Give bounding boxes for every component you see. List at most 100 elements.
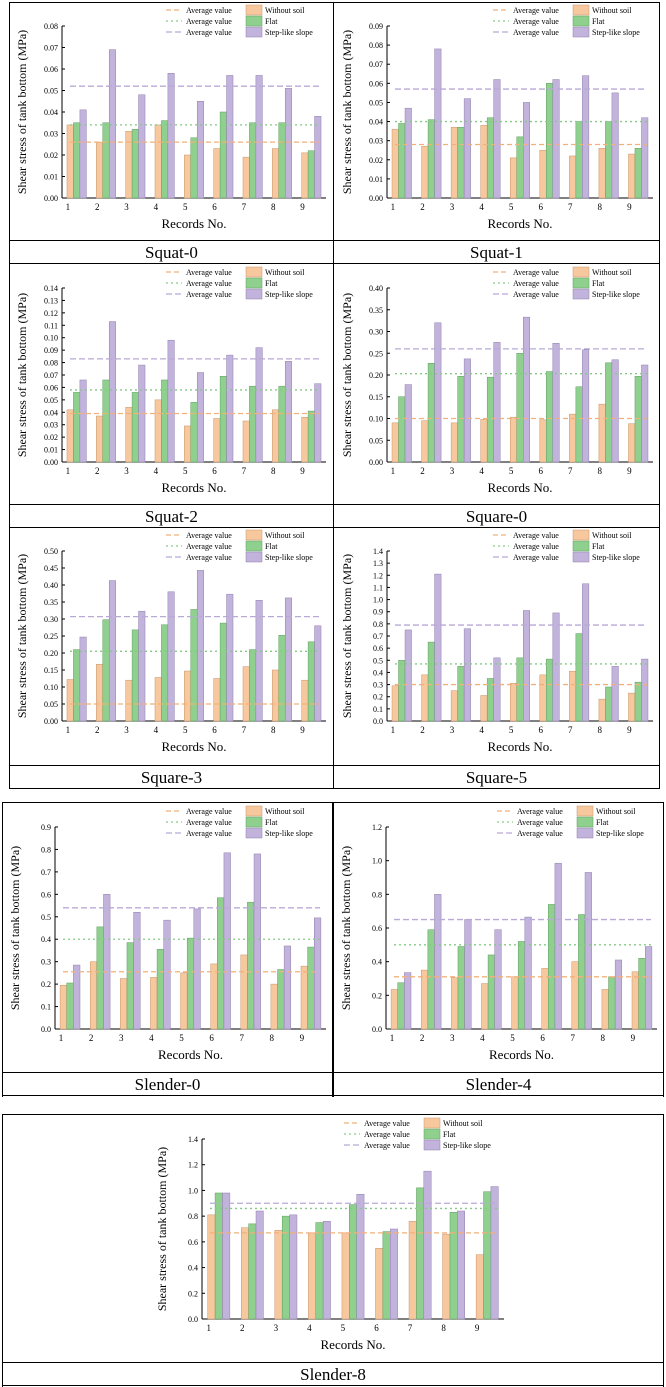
bar-1 — [382, 1231, 391, 1320]
bar-2 — [404, 384, 412, 463]
bar-0 — [210, 963, 218, 1030]
x-tick-label: 3 — [450, 1033, 455, 1043]
bar-0 — [421, 420, 429, 463]
bar-1 — [575, 386, 583, 463]
bar-0 — [571, 961, 579, 1030]
bar-1 — [516, 353, 524, 463]
x-tick-label: 3 — [119, 1033, 124, 1043]
legend-label-average: Average value — [513, 268, 559, 277]
y-tick-label: 0.20 — [369, 371, 383, 380]
y-tick-label: 0.04 — [44, 408, 58, 417]
y-tick-label: 0.1 — [41, 1003, 51, 1012]
y-tick-label: 0.09 — [369, 22, 383, 31]
legend-swatch-series — [245, 805, 263, 817]
x-tick-label: 5 — [509, 202, 514, 212]
x-tick-label: 5 — [509, 466, 514, 476]
legend-label-series: Without soil — [592, 6, 632, 15]
bar-2 — [494, 929, 502, 1030]
y-tick-label: 1.0 — [373, 596, 383, 605]
legend-label-series: Step-like slope — [596, 829, 644, 838]
bar-1 — [190, 402, 198, 463]
chart-slender-8: 0.0 0.2 0.4 0.6 0.8 1.0 1.2 1.4 1 2 3 4 5 6 7 8 9 Records… — [150, 1115, 510, 1361]
y-tick-label: 0.8 — [373, 620, 383, 629]
bar-1 — [517, 941, 526, 1030]
y-tick-label: 0.14 — [44, 284, 58, 293]
legend-label-series: Step-like slope — [443, 1141, 491, 1150]
x-tick-label: 8 — [271, 466, 276, 476]
y-tick-label: 0.5 — [373, 656, 383, 665]
bar-0 — [421, 146, 429, 199]
y-tick-label: 0.1 — [373, 705, 383, 714]
bar-0 — [539, 674, 547, 722]
x-tick-label: 2 — [95, 466, 100, 476]
legend-swatch-series — [245, 529, 263, 541]
bar-1 — [575, 121, 583, 199]
y-tick-label: 0.30 — [369, 328, 383, 337]
bar-2 — [404, 629, 412, 722]
y-tick-label: 0.20 — [44, 649, 58, 658]
bar-2 — [167, 591, 175, 722]
bar-0 — [391, 128, 399, 199]
bar-2 — [196, 570, 204, 722]
bar-0 — [59, 984, 67, 1030]
bar-1 — [281, 1215, 290, 1320]
x-tick-label: 4 — [480, 1033, 485, 1043]
legend-label-series: Without soil — [596, 807, 636, 816]
x-axis-label: Records No. — [162, 216, 227, 231]
bar-0 — [184, 425, 192, 463]
x-tick-label: 7 — [408, 1323, 413, 1333]
bar-1 — [247, 901, 255, 1030]
chart-square-3: 0.00 0.05 0.10 0.15 0.20 0.25 0.30 0.35 0.40 0.45… — [10, 527, 332, 763]
bar-2 — [193, 908, 201, 1030]
bar-0 — [391, 422, 399, 463]
bar-2 — [79, 379, 87, 463]
x-tick-label: 7 — [568, 725, 573, 735]
y-tick-label: 0.06 — [369, 79, 383, 88]
y-tick-label: 0.6 — [373, 644, 383, 653]
legend-swatch-series — [572, 277, 590, 289]
y-tick-label: 0.06 — [44, 383, 58, 392]
y-tick-label: 0.09 — [44, 346, 58, 355]
bar-2 — [463, 358, 471, 463]
x-tick-label: 3 — [450, 466, 455, 476]
legend-label-series: Step-like slope — [265, 290, 313, 299]
bar-2 — [79, 109, 87, 199]
y-tick-label: 0.2 — [41, 980, 51, 989]
bar-0 — [154, 124, 162, 199]
bar-1 — [487, 954, 495, 1030]
y-tick-label: 0.08 — [44, 22, 58, 31]
y-tick-label: 0.01 — [369, 175, 383, 184]
y-tick-label: 0.00 — [44, 458, 58, 467]
x-tick-label: 1 — [66, 466, 71, 476]
y-axis-label: Shear stress of tank bottom (MPa) — [15, 554, 29, 718]
bar-1 — [219, 375, 227, 463]
x-tick-label: 4 — [154, 202, 159, 212]
bar-2 — [284, 597, 292, 722]
legend-label-average: Average value — [186, 818, 232, 827]
bar-1 — [486, 117, 494, 199]
x-axis-label: Records No. — [488, 480, 553, 495]
x-tick-label: 9 — [627, 466, 632, 476]
legend-swatch-series — [572, 26, 590, 38]
bar-0 — [442, 1233, 451, 1320]
x-tick-label: 9 — [627, 725, 632, 735]
y-tick-label: 1.2 — [188, 1161, 198, 1170]
bar-0 — [509, 416, 517, 463]
bar-0 — [154, 677, 162, 722]
x-tick-label: 6 — [209, 1033, 214, 1043]
legend-swatch-series — [423, 1128, 441, 1140]
y-tick-label: 0.08 — [44, 359, 58, 368]
bar-0 — [509, 683, 517, 722]
bar-2 — [463, 98, 471, 199]
bar-1 — [161, 120, 169, 199]
legend-swatch-series — [245, 4, 263, 16]
bar-0 — [511, 976, 519, 1030]
y-tick-label: 1.0 — [372, 857, 382, 866]
bar-2 — [314, 116, 322, 199]
grid-frame-left-divider — [333, 2, 334, 789]
legend-label-series: Step-like slope — [265, 829, 313, 838]
x-tick-label: 7 — [568, 466, 573, 476]
bar-2 — [167, 339, 175, 463]
bar-0 — [631, 971, 639, 1030]
bar-2 — [490, 1186, 499, 1320]
